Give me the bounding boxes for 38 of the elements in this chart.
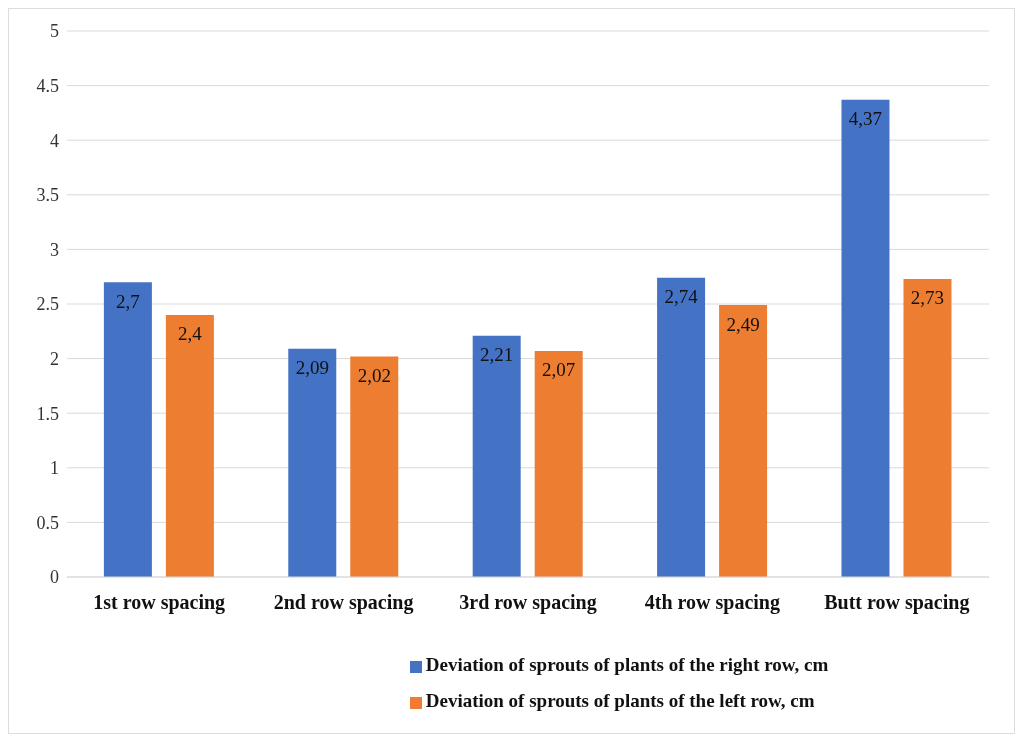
x-tick-label: 4th row spacing [644, 591, 781, 615]
bar [288, 348, 337, 577]
data-label: 2,49 [726, 313, 760, 335]
bar [103, 282, 152, 577]
data-label: 2,21 [480, 344, 514, 366]
y-tick-label: 4 [50, 130, 59, 151]
legend-label: Deviation of sprouts of plants of the right row, cm [425, 654, 829, 675]
y-tick-label: 0.5 [36, 512, 59, 533]
data-label: 2,4 [178, 323, 203, 345]
x-tick-label: 1st row spacing [93, 591, 226, 615]
bar [719, 305, 768, 577]
data-label: 2,09 [295, 357, 329, 379]
y-tick-label: 0 [50, 567, 59, 588]
bar [534, 350, 583, 577]
bar [350, 356, 399, 577]
x-tick-label: 2nd row spacing [273, 591, 414, 615]
y-tick-label: 5 [50, 21, 59, 42]
bar [165, 314, 214, 577]
x-tick-label: Butt row spacing [824, 591, 970, 615]
y-tick-label: 2.5 [36, 294, 59, 315]
data-label: 4,37 [848, 108, 883, 130]
data-label: 2,07 [542, 359, 576, 381]
x-tick-label: 3rd row spacing [459, 591, 597, 615]
bar [472, 335, 521, 577]
data-label: 2,02 [357, 364, 391, 386]
y-tick-label: 4.5 [36, 75, 59, 96]
data-label: 2,74 [664, 286, 699, 308]
y-tick-label: 3 [50, 239, 59, 260]
data-label: 2,73 [910, 287, 945, 309]
legend-label: Deviation of sprouts of plants of the left row, cm [425, 690, 815, 711]
y-tick-label: 1.5 [36, 403, 59, 424]
y-tick-label: 2 [50, 348, 59, 369]
bar [903, 278, 952, 577]
bar [657, 277, 706, 577]
data-label: 2,7 [116, 290, 140, 312]
y-tick-label: 3.5 [36, 185, 59, 206]
bar [841, 99, 890, 577]
y-tick-label: 1 [50, 458, 59, 479]
